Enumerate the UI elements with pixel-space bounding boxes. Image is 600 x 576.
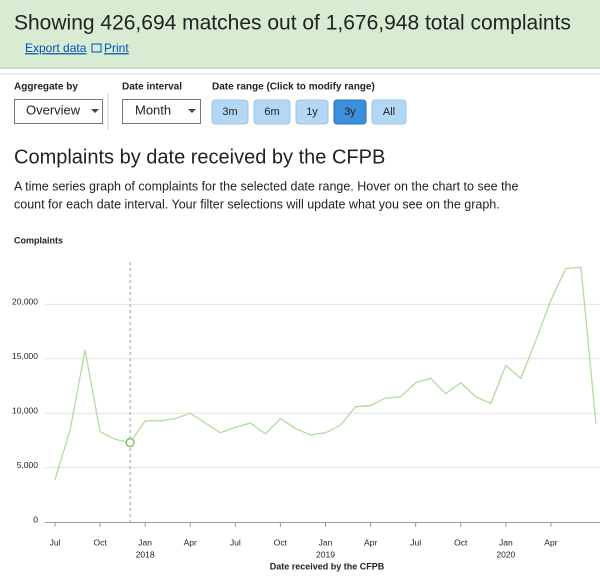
print-icon	[91, 43, 102, 53]
x-year-label: 2018	[136, 549, 155, 559]
y-tick-label: 15,000	[12, 351, 38, 361]
y-tick-label: 10,000	[12, 405, 38, 415]
control-label: Aggregate by	[14, 82, 78, 93]
y-tick-label: 5,000	[17, 460, 39, 470]
x-tick-label: Oct	[93, 537, 107, 547]
section-title: Complaints by date received by the CFPB	[14, 146, 385, 168]
select-value: Month	[135, 102, 171, 117]
control-label: Date interval	[122, 82, 182, 93]
x-tick-label: Apr	[544, 537, 557, 547]
x-tick-label: Apr	[184, 537, 197, 547]
plot: 0 5,000 10,000 15,000 20,000 Jul Oct Jan Apr Jul O…	[12, 262, 600, 559]
x-year-label: 2020	[496, 549, 515, 559]
x-tick-label: Jan	[499, 537, 513, 547]
y-tick-label: 20,000	[12, 297, 38, 307]
description: count for each date interval. Your filte…	[14, 197, 500, 211]
aggregate-select[interactable]	[14, 99, 103, 124]
x-tick-label: Jan	[138, 537, 152, 547]
range-button-label: 1y	[306, 106, 318, 118]
select-value: Overview	[26, 102, 81, 117]
range-button[interactable]	[253, 99, 291, 125]
range-button-label: 3y	[344, 106, 356, 118]
x-tick-label: Jan	[319, 537, 333, 547]
x-tick-label: Jul	[410, 537, 421, 547]
range-button-label: All	[383, 106, 395, 118]
description: A time series graph of complaints for th…	[14, 179, 518, 193]
x-year-label: 2019	[316, 549, 335, 559]
y-tick-label: 0	[33, 514, 38, 524]
interval-select[interactable]	[122, 99, 201, 124]
x-tick-label: Jul	[230, 537, 241, 547]
x-axis-title: Date received by the CFPB	[270, 561, 385, 571]
header-title: Showing 426,694 matches out of 1,676,948…	[14, 12, 571, 35]
export-link[interactable]: Export data	[25, 41, 87, 55]
series-line	[54, 266, 597, 480]
x-tick-label: Oct	[454, 537, 468, 547]
hover-point	[125, 437, 135, 448]
range-button[interactable]	[211, 99, 249, 125]
range-button[interactable]	[371, 99, 407, 125]
dropdown-arrow	[91, 109, 99, 113]
range-buttons: 3m 6m 1y 3y All	[211, 99, 407, 125]
y-axis-title: Complaints	[14, 235, 63, 245]
control-label: Date range (Click to modify range)	[212, 82, 375, 93]
dropdown-arrow	[188, 109, 196, 113]
range-button-label: 6m	[264, 106, 279, 118]
range-button[interactable]	[333, 99, 367, 125]
range-button-label: 3m	[222, 106, 237, 118]
print-link[interactable]: Print	[104, 41, 129, 55]
header-banner	[0, 0, 600, 68]
x-tick-label: Oct	[274, 537, 288, 547]
x-tick-label: Apr	[364, 537, 377, 547]
x-tick-label: Jul	[50, 537, 61, 547]
range-button[interactable]	[295, 99, 329, 125]
